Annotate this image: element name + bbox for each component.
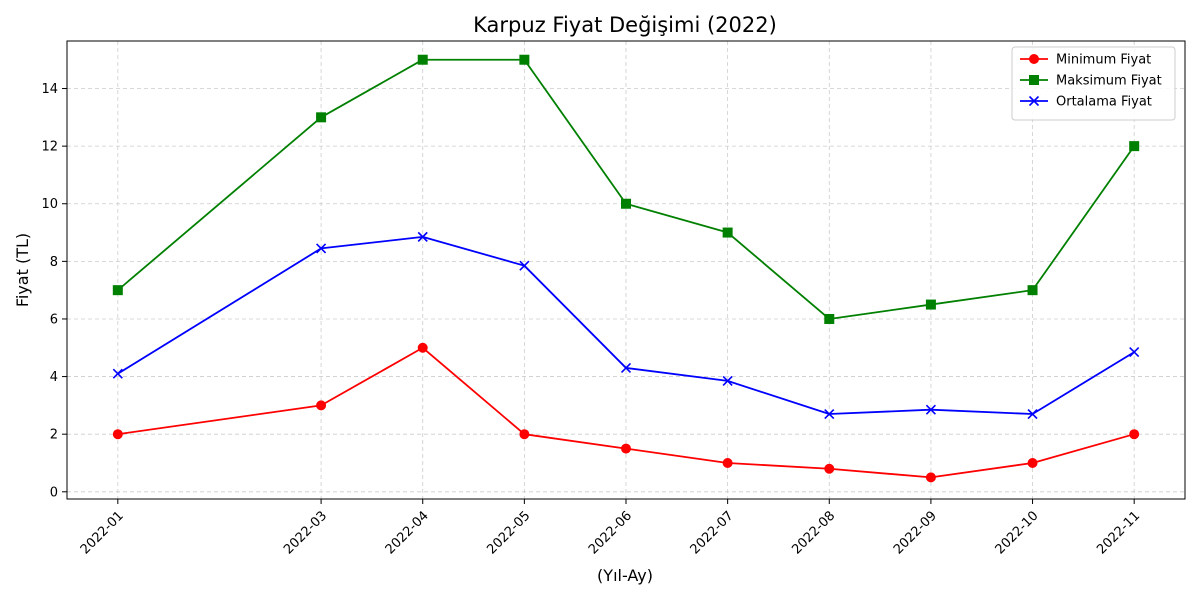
y-tick-label: 12 [41,140,58,155]
y-axis: 0 2 4 6 8 10 12 14 [41,82,67,500]
legend-entry: Maksimum Fiyat [1020,74,1162,89]
legend: Minimum Fiyat Maksimum Fiyat Ortalama Fiya… [1011,46,1176,121]
plot-frame [66,40,1186,500]
marker-stroke [417,231,428,242]
series-layer [112,54,1140,483]
y-tick-label: 6 [50,312,58,327]
legend-entry: Minimum Fiyat [1020,53,1151,68]
y-tick-label: 8 [50,255,58,270]
x-axis: 2022-01 2022-03 2022-04 2022-05 2022-06 2022-… [78,499,1143,557]
marker-stroke [1129,347,1140,358]
x-tick-label: 2022-01 [78,508,127,557]
data-point [925,472,936,483]
x-tick-label: 2022-09 [891,508,940,557]
series-line [117,235,1135,415]
legend-label: Maksimum Fiyat [1056,74,1162,89]
data-point [722,227,733,238]
chart-title: Karpuz Fiyat Değişimi (2022) [473,13,777,37]
data-point [519,260,530,271]
data-point [316,400,327,411]
marker-stroke [1027,408,1038,420]
data-point [621,443,631,454]
y-axis-label: Fiyat (TL) [13,233,32,307]
data-point [1129,141,1140,152]
marker-stroke [316,243,327,254]
data-point [417,54,428,65]
marker-stroke [722,375,733,386]
data-point [925,299,936,310]
marker-stroke [824,408,835,420]
x-tick-label: 2022-11 [1094,508,1143,557]
data-point [1027,408,1038,420]
marker-stroke [112,368,123,379]
legend-entry: Ortalama Fiyat [1020,95,1152,110]
legend-label: Ortalama Fiyat [1056,95,1152,110]
legend-marker [1029,54,1039,64]
legend-marker [1029,75,1039,85]
data-point [1027,457,1038,468]
data-point [417,342,428,353]
x-tick-label: 2022-05 [484,508,533,557]
legend-label: Minimum Fiyat [1056,53,1151,68]
data-point [1129,347,1140,358]
data-point [1027,285,1038,296]
x-tick-label: 2022-06 [586,508,635,557]
x-axis-label: (Yıl-Ay) [597,566,653,585]
data-point [519,54,530,65]
data-point [316,112,327,123]
x-tick-label: 2022-07 [688,508,737,557]
x-tick-label: 2022-08 [789,508,838,557]
data-point [722,457,733,468]
series-3 [112,231,1140,420]
data-point [620,362,632,374]
data-point [316,243,327,254]
marker-stroke [925,404,936,415]
y-tick-label: 10 [41,197,58,212]
marker-stroke [620,362,632,374]
data-point [112,368,123,379]
y-tick-label: 2 [50,428,58,443]
data-point [925,404,936,415]
x-tick-label: 2022-10 [993,508,1042,557]
y-tick-label: 4 [50,370,58,385]
series-2 [112,54,1140,324]
series-1 [112,342,1140,483]
legend-box [1011,46,1176,121]
legend-marker [1028,95,1040,107]
x-tick-label: 2022-03 [281,508,330,557]
series-line [117,58,1135,320]
data-point [824,463,835,474]
y-tick-label: 0 [50,485,58,500]
series-line [117,346,1135,479]
data-point [1129,429,1140,440]
marker-stroke [519,260,530,271]
data-point [824,313,835,324]
data-point [621,198,631,209]
grid [67,41,1185,499]
data-point [417,231,428,242]
marker-stroke [1028,95,1040,107]
data-point [112,429,123,440]
data-point [824,408,835,420]
x-tick-label: 2022-04 [383,508,432,557]
data-point [112,285,123,296]
y-tick-label: 14 [41,82,58,97]
data-point [722,375,733,386]
data-point [519,429,530,440]
